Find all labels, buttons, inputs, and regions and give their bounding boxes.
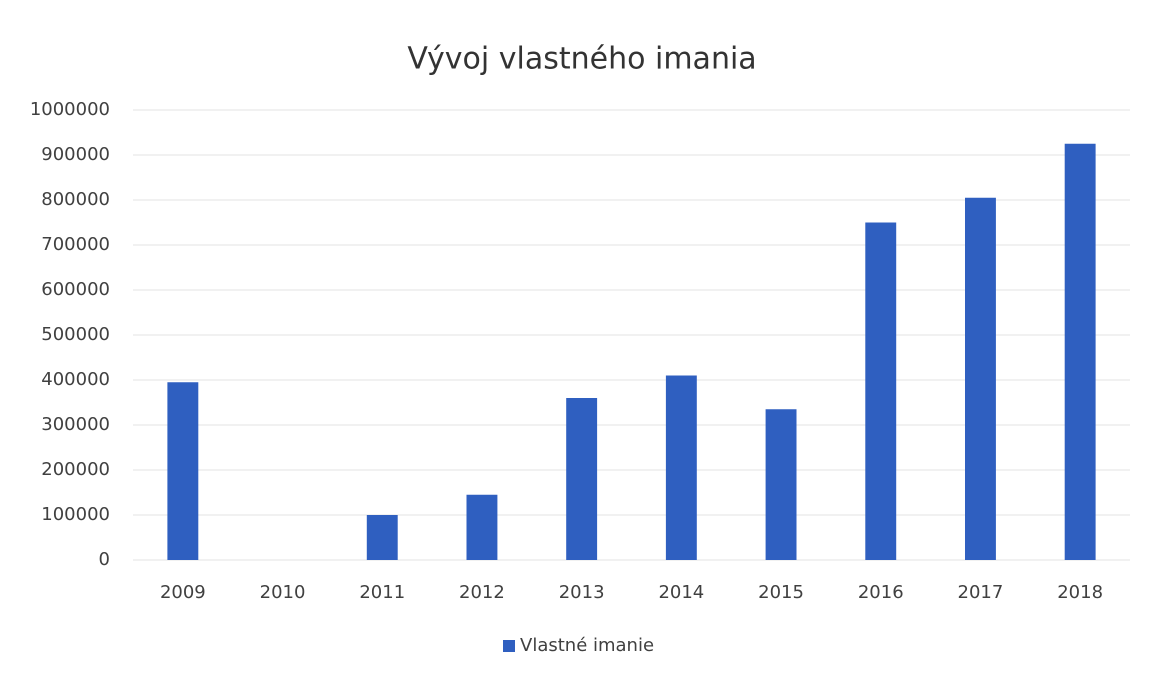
- y-tick-label: 1000000: [30, 99, 110, 120]
- y-tick-label: 600000: [41, 279, 110, 300]
- y-tick-label: 0: [99, 549, 110, 570]
- bar: [1064, 143, 1096, 560]
- x-tick-label: 2009: [160, 582, 206, 603]
- x-tick-label: 2016: [858, 582, 904, 603]
- x-tick-label: 2010: [260, 582, 306, 603]
- bar: [865, 222, 897, 560]
- y-tick-label: 700000: [41, 234, 110, 255]
- x-tick-label: 2012: [459, 582, 505, 603]
- y-tick-label: 200000: [41, 459, 110, 480]
- chart-title: Vývoj vlastného imania: [407, 42, 756, 77]
- bar: [566, 398, 598, 560]
- bar: [466, 494, 498, 560]
- bar: [665, 375, 697, 560]
- x-tick-label: 2014: [658, 582, 704, 603]
- bar: [765, 409, 797, 560]
- legend-label: Vlastné imanie: [520, 635, 654, 656]
- y-tick-label: 500000: [41, 324, 110, 345]
- y-tick-label: 100000: [41, 504, 110, 525]
- y-tick-label: 300000: [41, 414, 110, 435]
- y-tick-label: 900000: [41, 144, 110, 165]
- x-tick-label: 2015: [758, 582, 804, 603]
- bar: [964, 197, 996, 560]
- x-tick-label: 2013: [559, 582, 605, 603]
- y-tick-label: 400000: [41, 369, 110, 390]
- y-tick-label: 800000: [41, 189, 110, 210]
- bar: [366, 515, 398, 560]
- legend-swatch: [503, 640, 515, 652]
- x-tick-label: 2011: [359, 582, 405, 603]
- x-tick-label: 2018: [1057, 582, 1103, 603]
- bar: [167, 382, 199, 560]
- x-tick-label: 2017: [958, 582, 1004, 603]
